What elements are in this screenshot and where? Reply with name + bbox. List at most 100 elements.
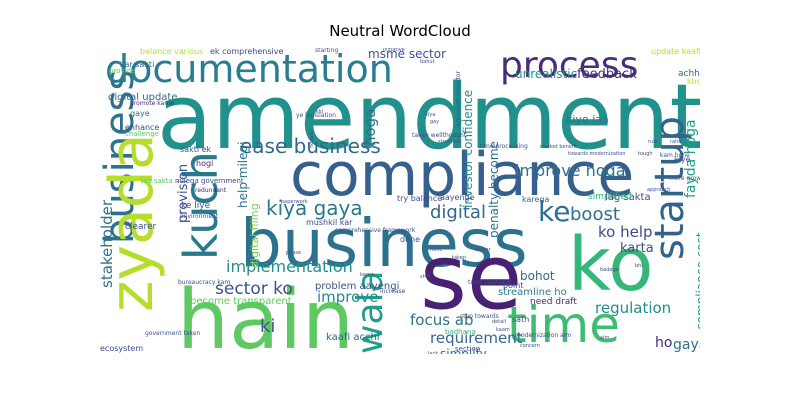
word: mere growth — [669, 175, 700, 182]
word: tough — [638, 151, 653, 157]
word: streamline ho — [498, 287, 567, 298]
word: improve hoga — [515, 161, 626, 180]
word: phase — [286, 250, 302, 256]
word: trust badhane — [468, 279, 511, 286]
word: aim — [600, 335, 610, 341]
word: karta — [620, 241, 654, 256]
word: balance various — [140, 48, 204, 56]
word: hogi — [196, 159, 214, 168]
word: need draft — [530, 297, 577, 307]
word: ecosystem — [100, 344, 144, 353]
word: gaya — [673, 337, 700, 353]
word: modernization aim — [515, 332, 572, 339]
word: bahut — [420, 59, 435, 65]
word: challenge — [125, 130, 159, 138]
word: digital filing — [248, 203, 261, 268]
word: hain — [177, 273, 354, 355]
word: simplified — [588, 192, 632, 202]
word: amendment — [157, 65, 700, 170]
word: enhance — [125, 123, 160, 132]
word: ki — [260, 316, 276, 337]
word: kaam — [496, 327, 510, 333]
word: requirement — [430, 329, 523, 347]
word: concern — [520, 343, 540, 349]
word: hone — [430, 247, 443, 253]
word: penalty become — [487, 141, 501, 238]
word-cloud: amendment business business compliance h… — [100, 48, 700, 354]
word: structure — [438, 139, 461, 145]
word: rule — [648, 139, 658, 145]
word: hoga — [361, 108, 379, 146]
word: clearer — [125, 222, 157, 232]
word: kiya gaya — [266, 196, 363, 220]
word: gaye — [130, 109, 150, 118]
word: promote karne — [130, 100, 175, 107]
word: update kaafi — [651, 48, 700, 56]
word: kiya — [425, 112, 436, 118]
word: feedback — [577, 67, 637, 82]
word: problem aayengi — [315, 281, 400, 292]
word: sath — [512, 315, 530, 324]
word: comprehensive framework — [335, 227, 416, 234]
word: time processing — [480, 143, 528, 150]
word: market benefit — [540, 144, 577, 150]
word: hopeful — [309, 129, 315, 148]
word: approach — [647, 187, 671, 193]
word: legislation investor — [455, 70, 462, 128]
word: se — [420, 225, 523, 330]
word: bhi — [635, 263, 643, 269]
word: ko — [568, 222, 654, 308]
word: paperwork — [281, 199, 308, 205]
word: shift — [420, 274, 431, 280]
word: ke — [538, 195, 571, 228]
word: provide — [109, 67, 136, 75]
word: bureaucracy kam — [178, 279, 231, 286]
word: redundant — [195, 187, 227, 194]
word: ye legislation — [296, 112, 336, 119]
word: kaafi acchi — [326, 332, 380, 343]
word: kiye — [674, 155, 691, 164]
word: investor confidence — [461, 89, 475, 208]
word: karne — [360, 272, 375, 278]
word: government taken — [145, 330, 201, 337]
word: kki — [316, 109, 324, 115]
word: digital — [430, 202, 486, 223]
word: starting — [315, 48, 339, 54]
word: sakti ek — [180, 145, 212, 154]
word: step towards — [460, 313, 499, 320]
word: dene — [400, 235, 420, 244]
word: mushkil kar — [306, 218, 353, 227]
word: try balance — [397, 194, 443, 203]
word: documentation — [105, 48, 393, 91]
word: gay — [430, 119, 440, 125]
word: environment — [180, 213, 219, 220]
word: msme sector — [368, 48, 447, 61]
word: ko help — [598, 223, 653, 241]
word: compliance cost — [694, 232, 700, 330]
word: detail — [492, 319, 507, 325]
word: achha — [678, 69, 700, 79]
word: karega — [522, 195, 550, 204]
word: jaa sakta — [141, 177, 173, 185]
word: bohot — [520, 269, 555, 283]
word: simplify — [440, 347, 487, 354]
word: digital update — [108, 92, 178, 103]
word: process — [500, 48, 639, 86]
word: stakeholder — [100, 199, 116, 288]
word: time — [507, 296, 620, 354]
word: kiye jaa — [566, 113, 609, 126]
word: kar sakti — [120, 60, 155, 69]
word: business — [240, 205, 528, 282]
word: towards modernization — [568, 151, 626, 157]
word: taken — [452, 255, 466, 261]
word: sector ko — [215, 279, 293, 299]
word: kam hone — [660, 152, 690, 159]
word: point — [503, 281, 524, 290]
chart-title: Neutral WordCloud — [329, 22, 471, 40]
word: increase — [380, 288, 406, 295]
word: milega government — [175, 177, 244, 185]
word: raha — [670, 139, 682, 145]
word: initiative — [383, 48, 405, 53]
word: unrealistic — [515, 67, 578, 81]
word: regulation — [595, 299, 672, 317]
